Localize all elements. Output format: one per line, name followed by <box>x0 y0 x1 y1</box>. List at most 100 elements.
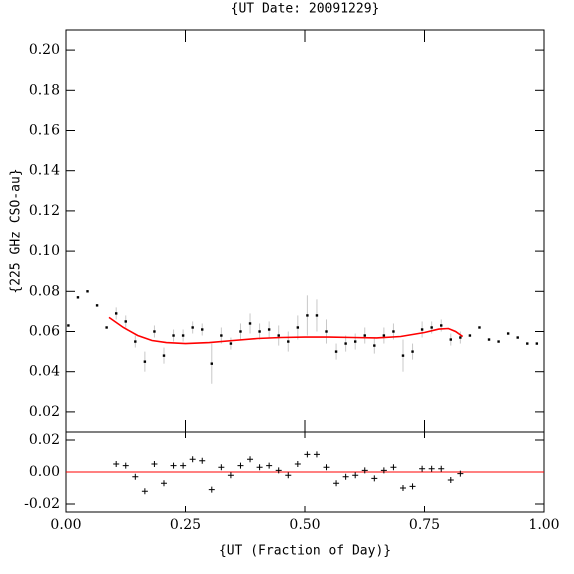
data-point <box>296 326 300 329</box>
data-point <box>363 334 366 337</box>
residual-point <box>457 470 464 477</box>
data-point <box>86 290 89 293</box>
data-point <box>210 362 213 365</box>
residual-point <box>285 472 292 479</box>
x-tick-label: 0.75 <box>409 517 440 533</box>
y-tick-label: 0.04 <box>29 364 60 380</box>
data-point <box>172 334 175 337</box>
data-point <box>411 350 414 353</box>
y-tick-label: 0.12 <box>29 203 60 219</box>
y-tick-label: 0.16 <box>29 123 60 139</box>
residual-point <box>371 475 378 482</box>
residual-point <box>180 462 187 469</box>
data-point <box>258 330 261 333</box>
data-point <box>440 324 443 327</box>
residual-point <box>428 465 435 472</box>
y-tick-label: 0.06 <box>29 324 60 340</box>
residual-point <box>113 461 120 467</box>
residual-point <box>189 456 196 463</box>
residual-point <box>352 472 359 479</box>
data-point <box>95 304 99 307</box>
residual-point <box>390 464 397 471</box>
residual-point <box>438 465 445 472</box>
y-tick-label: 0.02 <box>29 404 60 420</box>
plot-frame <box>65 29 545 433</box>
data-point <box>201 328 204 331</box>
residual-point <box>247 456 254 463</box>
data-point <box>382 334 386 337</box>
data-point <box>497 340 500 343</box>
y-tick-label: 0.00 <box>29 464 60 480</box>
data-point <box>67 324 70 327</box>
data-point <box>535 342 539 345</box>
data-point <box>478 326 481 329</box>
residual-point <box>141 488 148 495</box>
data-point <box>344 342 347 345</box>
data-point <box>277 334 280 337</box>
residual-point <box>256 464 263 471</box>
residual-point <box>151 461 158 467</box>
data-point <box>526 342 529 345</box>
data-point <box>191 326 194 329</box>
residual-point <box>399 485 406 491</box>
data-point <box>334 350 338 353</box>
residual-point <box>199 457 206 464</box>
data-point <box>181 334 185 337</box>
data-point <box>239 330 242 333</box>
x-tick-label: 0.25 <box>170 517 201 533</box>
data-point <box>306 314 309 317</box>
data-point <box>373 344 376 347</box>
data-point <box>220 334 223 337</box>
residual-point <box>409 483 416 490</box>
data-point <box>325 330 328 333</box>
data-point <box>353 340 357 343</box>
data-point <box>153 330 156 333</box>
residual-point <box>333 480 340 487</box>
residual-point <box>227 472 234 479</box>
data-point <box>248 322 252 325</box>
residual-point <box>294 461 301 467</box>
data-point <box>76 296 80 299</box>
residual-point <box>313 451 320 458</box>
residual-point <box>275 467 282 474</box>
x-tick-label: 1.00 <box>528 517 559 533</box>
data-point <box>487 338 491 341</box>
data-point <box>401 354 405 357</box>
data-point <box>430 326 433 329</box>
data-point <box>506 332 510 335</box>
residual-point <box>160 480 167 487</box>
residual-point <box>208 486 215 493</box>
data-point <box>287 340 290 343</box>
residual-point <box>361 467 368 474</box>
data-point <box>516 336 519 339</box>
data-point <box>134 340 137 343</box>
y-tick-label: -0.02 <box>24 496 60 512</box>
residual-point <box>237 462 244 469</box>
residual-point <box>266 462 273 469</box>
chart-title: {UT Date: 20091229} <box>231 2 380 17</box>
y-tick-label: 0.08 <box>29 283 60 299</box>
data-point <box>459 336 462 339</box>
data-point <box>449 338 452 341</box>
y-tick-label: 0.02 <box>29 432 60 448</box>
data-point <box>105 326 108 329</box>
data-point <box>468 334 472 337</box>
data-point <box>267 328 271 331</box>
residual-point <box>447 477 454 483</box>
fit-line <box>108 316 464 345</box>
data-point <box>114 312 118 315</box>
y-tick-label: 0.14 <box>29 163 60 179</box>
residual-point <box>170 462 177 469</box>
residual-point <box>342 473 349 480</box>
data-point <box>392 330 395 333</box>
data-point <box>229 342 233 345</box>
residual-point <box>304 451 311 458</box>
residual-point <box>132 473 139 480</box>
x-axis-label: {UT (Fraction of Day)} <box>219 544 391 559</box>
data-point <box>420 328 424 331</box>
residual-point <box>419 465 426 472</box>
data-point <box>143 360 147 363</box>
y-tick-label: 0.20 <box>29 42 60 58</box>
data-point <box>162 354 166 357</box>
